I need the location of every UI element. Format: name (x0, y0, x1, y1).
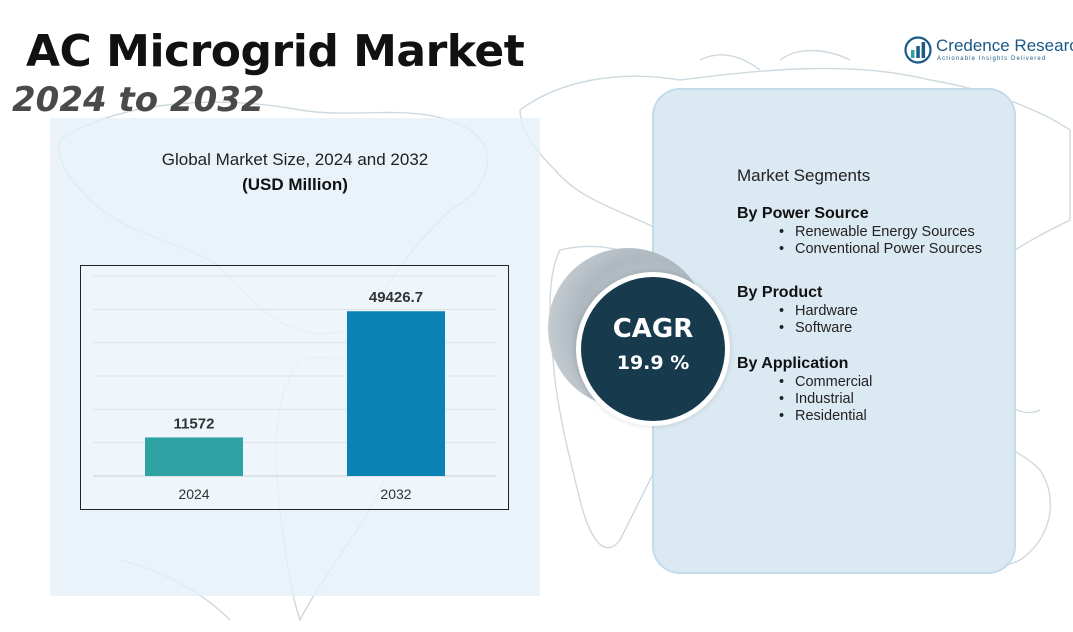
segment-item: Residential (779, 408, 872, 425)
bar-2024 (145, 437, 243, 476)
cagr-value: 19.9 % (616, 352, 690, 374)
segment-heading: By Application (737, 355, 849, 372)
data-label-2024: 11572 (174, 415, 215, 432)
page-title: AC Microgrid Market (26, 26, 525, 77)
segment-group-application: By Application Commercial Industrial Res… (737, 354, 872, 425)
segment-heading: By Power Source (737, 205, 869, 222)
bar-chart-logo-icon (904, 36, 932, 64)
page-subtitle: 2024 to 2032 (12, 80, 265, 120)
segment-group-product: By Product Hardware Software (737, 283, 858, 337)
chart-unit: (USD Million) (242, 175, 348, 194)
segment-item: Software (779, 320, 858, 337)
segment-heading: By Product (737, 284, 823, 301)
chart-title: Global Market Size, 2024 and 2032 (161, 150, 429, 169)
x-tick-label-2024: 2024 (178, 486, 209, 502)
segment-item: Hardware (779, 303, 858, 320)
bar-2032 (347, 311, 445, 476)
cagr-badge (581, 277, 725, 421)
chart-panel: Global Market Size, 2024 and 2032 (USD M… (50, 118, 540, 596)
brand-logo: Credence Research Actionable Insights De… (904, 36, 1073, 68)
logo-tagline: Actionable Insights Delivered (937, 56, 1047, 62)
segment-item: Commercial (779, 374, 872, 391)
cagr-label: CAGR (612, 314, 694, 344)
segment-group-power-source: By Power Source Renewable Energy Sources… (737, 204, 982, 258)
data-label-2032: 49426.7 (369, 289, 423, 306)
segment-item: Industrial (779, 391, 872, 408)
bar-chart-svg: 11572 2024 49426.7 2032 (93, 275, 496, 502)
segments-title: Market Segments (737, 166, 871, 185)
logo-name: Credence Research (936, 36, 1073, 55)
segment-item: Renewable Energy Sources (779, 224, 982, 241)
bar-chart: 11572 2024 49426.7 2032 (80, 265, 509, 510)
x-tick-label-2032: 2032 (380, 486, 411, 502)
segment-item: Conventional Power Sources (779, 241, 982, 258)
